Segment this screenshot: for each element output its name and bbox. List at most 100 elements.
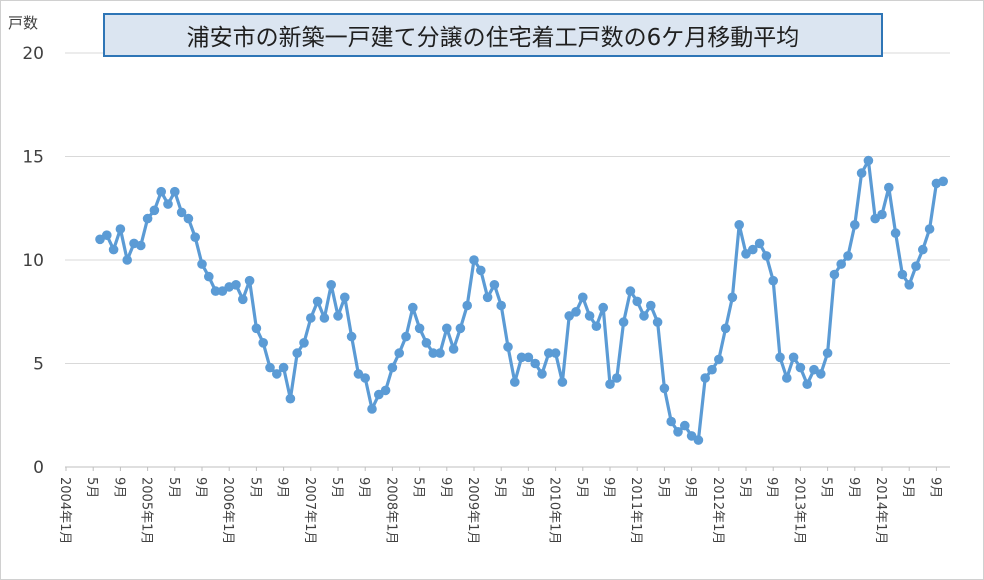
y-tick-label: 0: [33, 458, 44, 478]
data-point: [102, 230, 112, 240]
x-tick-label: 9月: [846, 477, 861, 498]
x-tick-label: 5月: [574, 477, 589, 498]
x-tick-label: 2006年1月: [220, 477, 235, 544]
data-point: [496, 300, 507, 311]
x-tick-label: 2009年1月: [465, 477, 480, 544]
y-tick-label: 15: [22, 148, 44, 168]
x-tick-label: 9月: [275, 477, 290, 498]
data-point: [183, 213, 194, 224]
data-point: [816, 369, 826, 379]
data-point: [673, 427, 683, 437]
data-point: [442, 323, 452, 334]
series-line: [98, 159, 945, 442]
data-point: [918, 244, 928, 255]
x-tick-label: 5月: [411, 477, 426, 498]
data-point: [142, 213, 153, 224]
data-point: [428, 348, 439, 358]
data-point: [210, 286, 221, 296]
x-tick-label: 5月: [247, 477, 262, 498]
data-point: [380, 385, 391, 396]
data-point: [707, 364, 717, 375]
data-point: [360, 373, 371, 383]
series-group: [95, 155, 948, 445]
x-tick-label: 2004年1月: [57, 477, 72, 544]
data-point: [204, 271, 214, 282]
data-point: [618, 317, 629, 327]
data-point: [170, 186, 180, 197]
data-point: [605, 379, 615, 390]
x-tick-label: 2011年1月: [628, 477, 643, 544]
x-tick-label: 2005年1月: [139, 477, 154, 544]
data-point: [877, 209, 887, 220]
data-point: [462, 300, 473, 311]
data-point: [408, 302, 418, 313]
data-point: [850, 220, 860, 230]
data-point: [768, 275, 778, 286]
x-axis: [65, 466, 950, 471]
x-tick-label: 5月: [329, 477, 344, 498]
data-point: [482, 292, 493, 303]
data-point: [659, 383, 670, 394]
x-tick-label: 2010年1月: [547, 477, 562, 544]
data-point: [251, 323, 262, 334]
data-point: [414, 323, 425, 334]
data-point: [625, 286, 636, 296]
data-point: [734, 220, 744, 230]
data-point: [340, 292, 350, 303]
data-point: [401, 331, 411, 342]
data-point: [448, 344, 459, 354]
data-point: [156, 186, 166, 197]
x-tick-label: 9月: [193, 477, 208, 498]
data-point: [258, 338, 269, 348]
data-point: [394, 348, 405, 358]
data-point: [571, 307, 581, 317]
data-point: [163, 199, 173, 209]
data-point: [884, 182, 894, 193]
data-point: [238, 294, 248, 305]
data-point: [829, 269, 840, 280]
data-point: [244, 275, 255, 286]
data-point: [122, 255, 132, 265]
data-point: [326, 280, 337, 290]
data-point: [435, 348, 445, 358]
data-point: [680, 420, 690, 431]
data-point: [346, 331, 357, 342]
data-point: [911, 261, 921, 272]
x-tick-label: 9月: [111, 477, 126, 498]
data-point: [278, 362, 289, 373]
x-tick-label: 2007年1月: [302, 477, 317, 544]
chart-title: 浦安市の新築一戸建て分譲の住宅着工戸数の6ケ月移動平均: [103, 13, 883, 57]
data-point: [292, 348, 303, 358]
data-point: [693, 435, 704, 445]
data-point: [530, 358, 540, 369]
data-point: [612, 373, 622, 383]
y-tick-label: 20: [22, 44, 44, 64]
x-tick-label: 5月: [737, 477, 752, 498]
x-tick-label: 2012年1月: [710, 477, 725, 544]
data-point: [312, 296, 323, 307]
data-point: [557, 377, 568, 387]
x-tick-label: 5月: [900, 477, 915, 498]
x-axis-ticks: 2004年1月 5月 9月 2005年1月 5月 9月 2006年1月 5月 9月 2007年1月…: [57, 477, 942, 544]
data-point: [176, 207, 187, 218]
data-point: [285, 393, 296, 404]
y-tick-label: 10: [22, 251, 44, 271]
y-tick-label: 5: [33, 355, 44, 375]
x-tick-label: 5月: [655, 477, 670, 498]
data-point: [843, 251, 853, 261]
data-point: [489, 280, 500, 290]
x-tick-label: 2008年1月: [383, 477, 398, 544]
data-point: [632, 296, 642, 307]
y-axis-label: 戸数: [8, 14, 39, 32]
data-point: [584, 311, 595, 321]
x-tick-label: 5月: [84, 477, 99, 498]
data-point: [795, 362, 806, 373]
data-point: [503, 342, 513, 352]
x-tick-label: 5月: [492, 477, 507, 498]
data-point: [319, 313, 330, 323]
data-point: [510, 377, 520, 387]
x-tick-label: 2013年1月: [791, 477, 806, 544]
x-tick-label: 9月: [356, 477, 371, 498]
data-point: [639, 311, 649, 321]
